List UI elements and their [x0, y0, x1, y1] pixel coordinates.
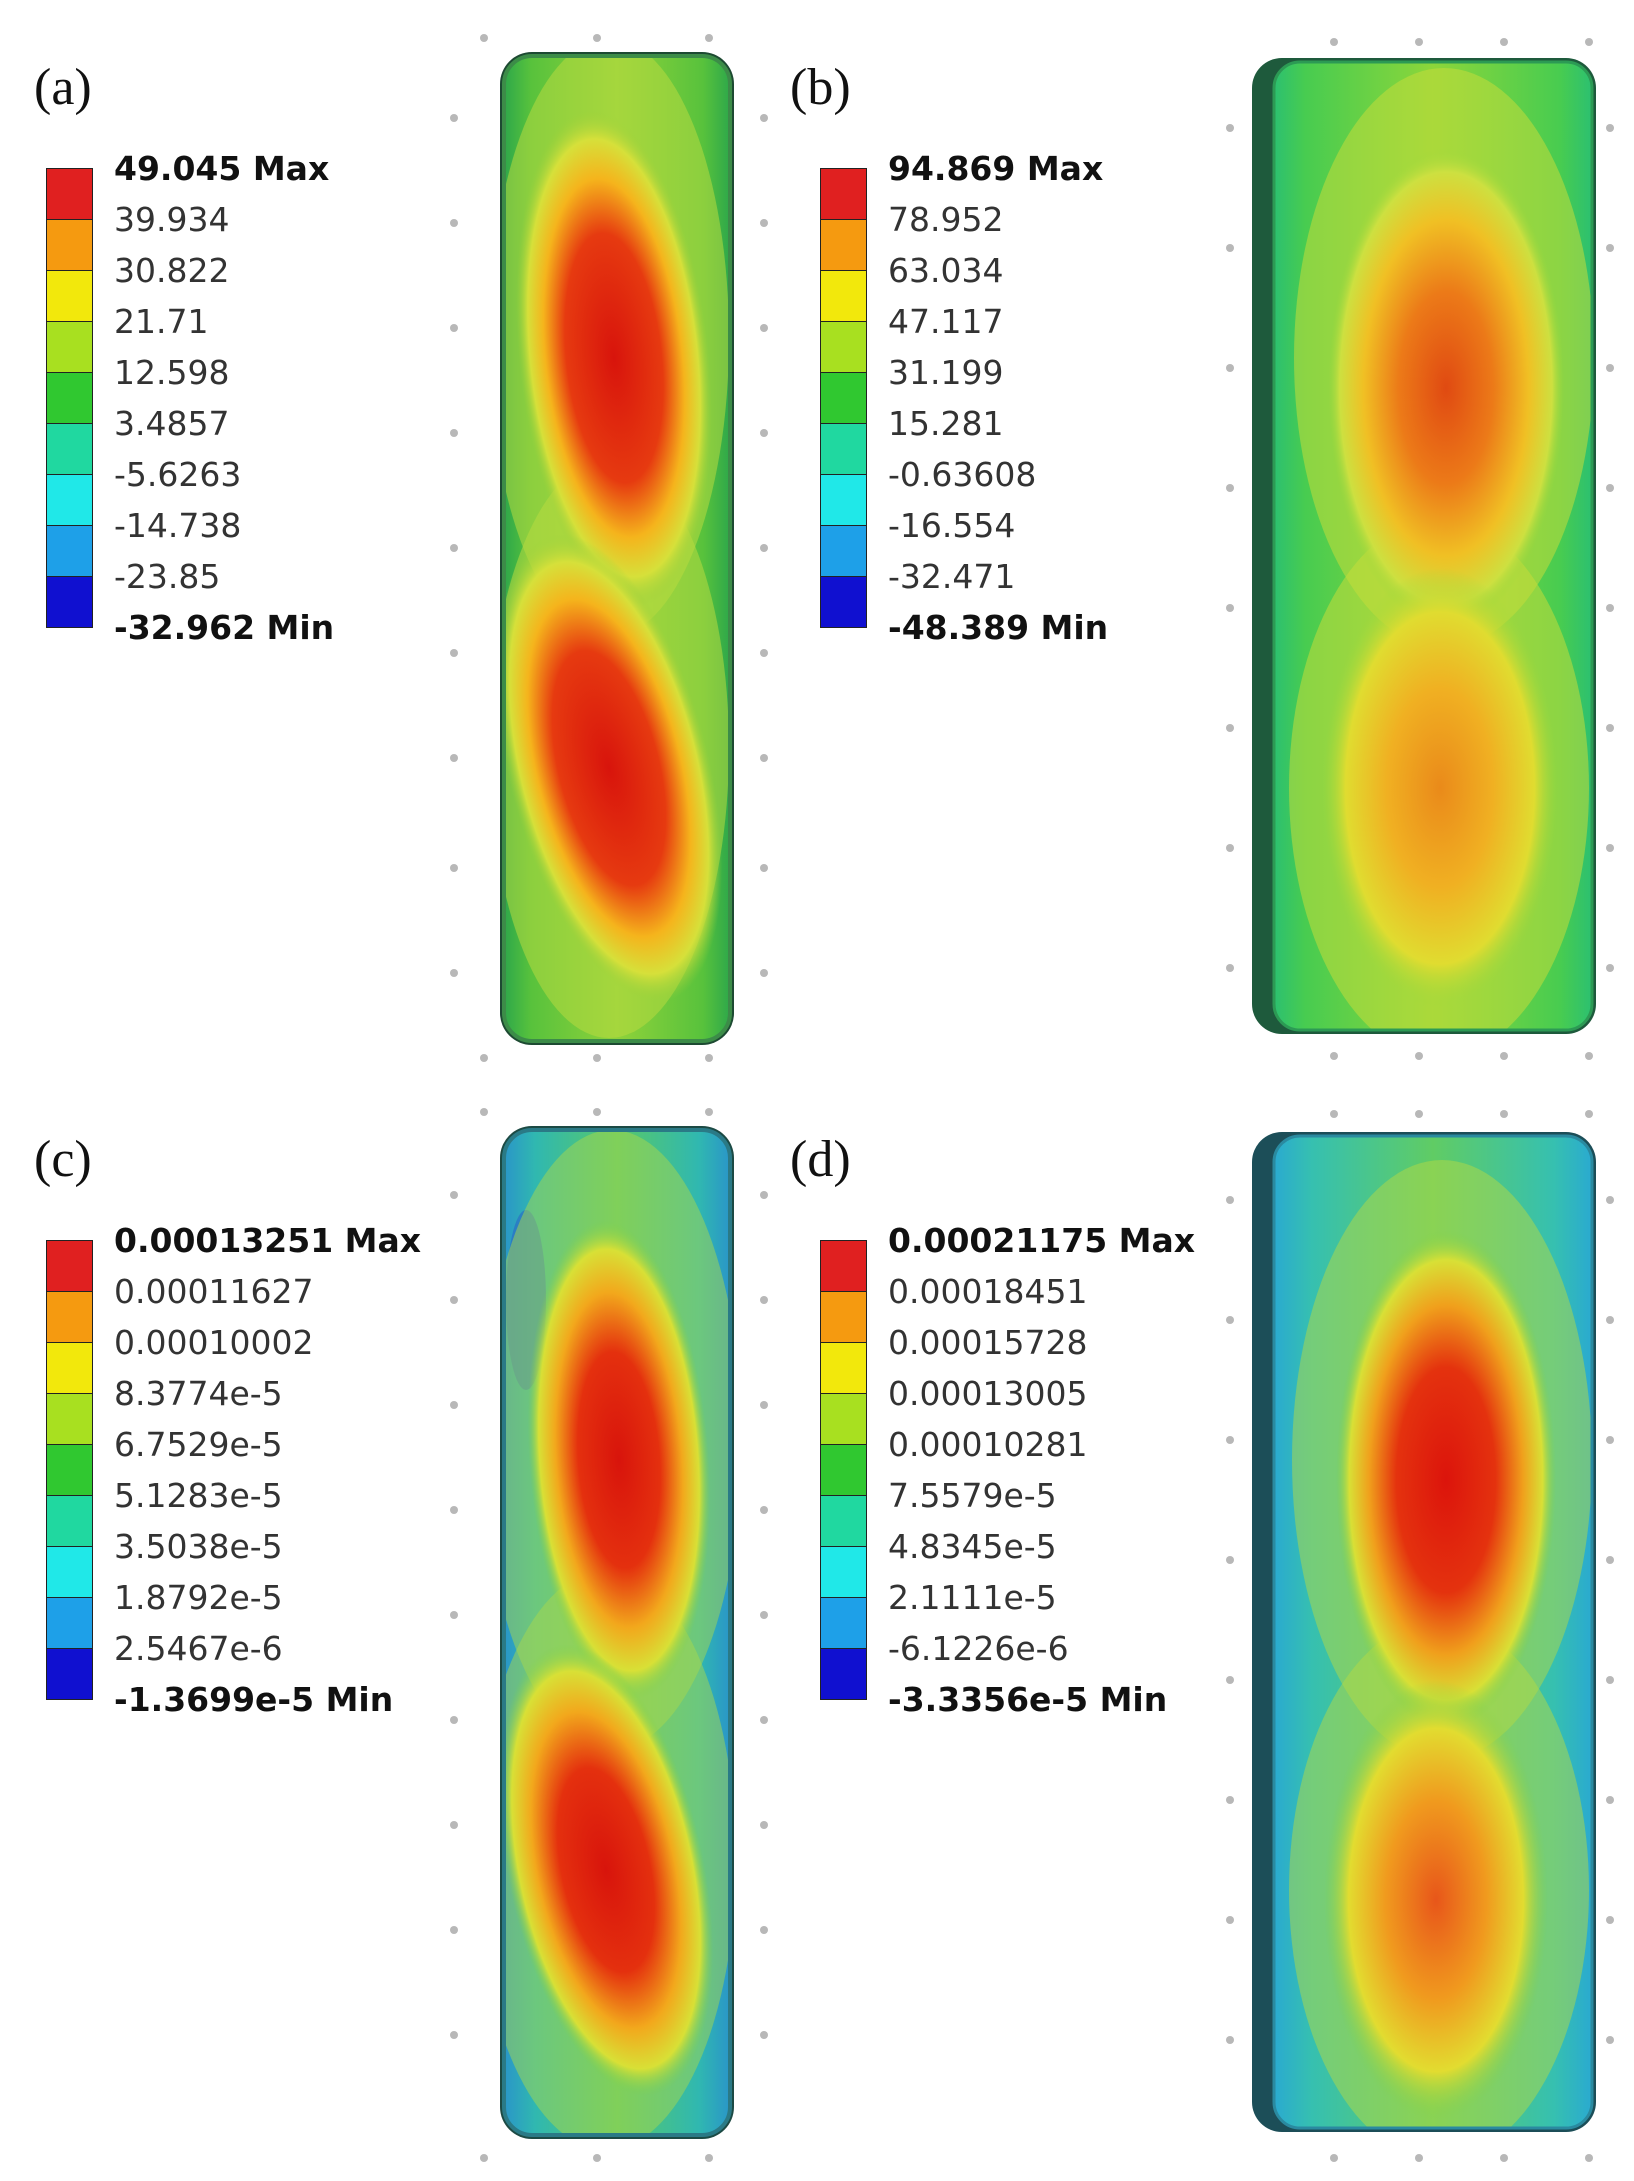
legend-swatch — [820, 474, 867, 526]
legend-swatch — [820, 1444, 867, 1496]
legend-value: 21.71 — [114, 302, 209, 341]
legend-swatch — [46, 576, 93, 628]
legend-value: 8.3774e-5 — [114, 1374, 283, 1413]
legend-value: 0.00015728 — [888, 1323, 1088, 1362]
legend-value: 2.1111e-5 — [888, 1578, 1057, 1617]
probe-markers — [1226, 1110, 1614, 2162]
probe-markers — [450, 1108, 768, 2162]
legend-value: -16.554 — [888, 506, 1016, 545]
legend-min-value: -1.3699e-5 Min — [114, 1680, 394, 1719]
legend-value: 78.952 — [888, 200, 1004, 239]
contour-plot — [450, 34, 768, 1062]
legend-min-value: -3.3356e-5 Min — [888, 1680, 1168, 1719]
legend-min-value: -32.962 Min — [114, 608, 335, 647]
legend-max-value: 0.00021175 Max — [888, 1221, 1196, 1260]
legend-swatch — [46, 1342, 93, 1394]
legend-swatch — [46, 1240, 93, 1292]
legend-value: 12.598 — [114, 353, 230, 392]
legend-swatch — [46, 1444, 93, 1496]
legend-value: 0.00010002 — [114, 1323, 314, 1362]
legend-value: -5.6263 — [114, 455, 242, 494]
color-legend: 0.00013251 Max 0.00011627 0.00010002 8.3… — [46, 1224, 426, 1716]
panel-c: (c) 0.00013251 Max 0.00011627 0.00010002… — [34, 1108, 804, 2170]
legend-value: 0.00018451 — [888, 1272, 1088, 1311]
legend-value: 0.00013005 — [888, 1374, 1088, 1413]
legend-value: 30.822 — [114, 251, 230, 290]
legend-max-value: 94.869 Max — [888, 149, 1104, 188]
legend-value: 1.8792e-5 — [114, 1578, 283, 1617]
legend-swatch — [46, 168, 93, 220]
probe-markers — [1226, 38, 1614, 1060]
panel-a: (a) 49.045 Max 39.934 30.822 21.71 12.59… — [34, 34, 804, 1068]
panel-label: (a) — [34, 59, 92, 116]
legend-swatch — [820, 1546, 867, 1598]
panel-label: (c) — [34, 1131, 92, 1188]
legend-max-value: 0.00013251 Max — [114, 1221, 422, 1260]
probe-markers — [450, 34, 768, 1062]
contour-plot — [1226, 1110, 1614, 2162]
legend-swatch — [46, 525, 93, 577]
legend-swatch — [820, 1597, 867, 1649]
legend-value: 15.281 — [888, 404, 1004, 443]
legend-value: 5.1283e-5 — [114, 1476, 283, 1515]
legend-value: 6.7529e-5 — [114, 1425, 283, 1464]
panel-label: (b) — [790, 59, 851, 116]
color-legend: 94.869 Max 78.952 63.034 47.117 31.199 1… — [820, 152, 1150, 644]
legend-swatch — [46, 219, 93, 271]
legend-value: 7.5579e-5 — [888, 1476, 1057, 1515]
legend-swatch — [46, 474, 93, 526]
legend-swatch — [820, 168, 867, 220]
color-legend: 49.045 Max 39.934 30.822 21.71 12.598 3.… — [46, 152, 376, 644]
legend-value: -6.1226e-6 — [888, 1629, 1069, 1668]
legend-value: 39.934 — [114, 200, 230, 239]
legend-swatch — [820, 1393, 867, 1445]
legend-value: -23.85 — [114, 557, 221, 596]
legend-min-value: -48.389 Min — [888, 608, 1109, 647]
legend-swatch — [46, 1291, 93, 1343]
legend-swatch — [820, 576, 867, 628]
legend-swatch — [46, 1546, 93, 1598]
legend-swatch — [820, 219, 867, 271]
legend-swatch — [820, 1648, 867, 1700]
legend-value: 3.5038e-5 — [114, 1527, 283, 1566]
legend-value: 2.5467e-6 — [114, 1629, 283, 1668]
legend-swatch — [820, 372, 867, 424]
legend-value: 63.034 — [888, 251, 1004, 290]
legend-value: 0.00010281 — [888, 1425, 1088, 1464]
legend-swatch — [46, 1597, 93, 1649]
legend-swatch — [46, 270, 93, 322]
legend-swatch — [820, 1240, 867, 1292]
legend-swatch — [820, 1342, 867, 1394]
legend-value: 31.199 — [888, 353, 1004, 392]
legend-value: 4.8345e-5 — [888, 1527, 1057, 1566]
legend-swatch — [46, 1393, 93, 1445]
legend-value: 0.00011627 — [114, 1272, 314, 1311]
legend-swatch — [820, 1495, 867, 1547]
color-legend: 0.00021175 Max 0.00018451 0.00015728 0.0… — [820, 1224, 1200, 1716]
legend-swatch — [820, 1291, 867, 1343]
legend-swatch — [46, 1495, 93, 1547]
legend-swatch — [820, 321, 867, 373]
legend-swatch — [46, 423, 93, 475]
legend-value: 3.4857 — [114, 404, 230, 443]
legend-swatch — [820, 423, 867, 475]
contour-plot — [450, 1108, 768, 2162]
panel-b: (b) 94.869 Max 78.952 63.034 47.117 31.1… — [790, 38, 1634, 1068]
panel-d: (d) 0.00021175 Max 0.00018451 0.00015728… — [790, 1110, 1634, 2170]
legend-value: -0.63608 — [888, 455, 1037, 494]
legend-max-value: 49.045 Max — [114, 149, 330, 188]
legend-value: 47.117 — [888, 302, 1004, 341]
legend-swatch — [46, 372, 93, 424]
legend-swatch — [820, 525, 867, 577]
panel-label: (d) — [790, 1131, 851, 1188]
legend-value: -14.738 — [114, 506, 242, 545]
legend-swatch — [46, 1648, 93, 1700]
contour-plot — [1226, 38, 1614, 1060]
legend-swatch — [46, 321, 93, 373]
legend-swatch — [820, 270, 867, 322]
legend-value: -32.471 — [888, 557, 1016, 596]
